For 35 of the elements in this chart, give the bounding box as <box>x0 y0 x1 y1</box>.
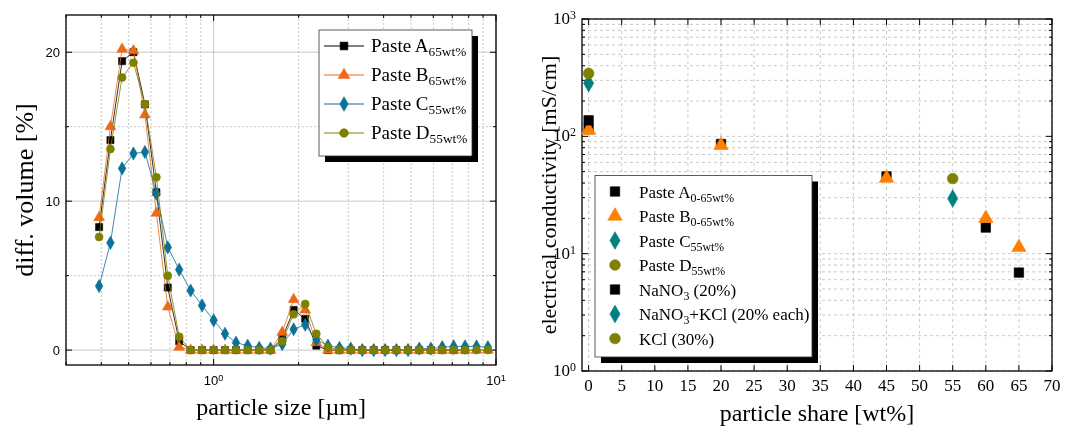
legend-label: KCl (30%) <box>639 329 715 349</box>
legend-label: Paste A$_{65wt%}$ <box>371 35 467 59</box>
x-tick-label: 30 <box>778 376 796 395</box>
x-tick-label: 25 <box>745 376 763 395</box>
x-tick-label: 70 <box>1043 376 1061 395</box>
y-tick-label: 0 <box>52 343 60 359</box>
x-tick-label: 45 <box>878 376 896 395</box>
legend-label: NaNO$_{3}$+KCl (20% each) <box>639 305 810 327</box>
legend-label: Paste D$_{55wt%}$ <box>371 122 468 146</box>
y-tick-label: 20 <box>45 45 60 61</box>
x-tick-label: 35 <box>811 376 829 395</box>
legend-label: NaNO$_{3}$ (20%) <box>639 280 737 303</box>
x-tick-label: 10 <box>646 376 664 395</box>
y-tick-label: 10 <box>45 194 60 210</box>
x-tick-label: 55 <box>944 376 962 395</box>
y-axis-title: diff. volume [%] <box>10 103 39 277</box>
x-tick-label: 20 <box>712 376 730 395</box>
y-tick-label: 10$^{3}$ <box>553 8 577 28</box>
x-tick-label: 10$^{1}$ <box>486 373 506 388</box>
legend-label: Paste B$_{65wt%}$ <box>371 64 467 88</box>
x-tick-label: 5 <box>617 376 626 395</box>
x-axis-title: particle size [µm] <box>196 394 366 420</box>
x-tick-label: 50 <box>911 376 929 395</box>
x-axis-title: particle share [wt%] <box>719 400 915 426</box>
x-tick-label: 65 <box>1010 376 1028 395</box>
legend-label: Paste A$_{0-65wt%}$ <box>639 182 735 205</box>
x-tick-label: 0 <box>584 376 593 395</box>
x-tick-label: 60 <box>977 376 995 395</box>
legend-label: Paste C$_{55wt%}$ <box>639 231 725 254</box>
x-tick-label: 10$^{0}$ <box>203 373 224 388</box>
x-tick-label: 15 <box>679 376 697 395</box>
legend-label: Paste B$_{0-65wt%}$ <box>639 207 735 229</box>
legend-label: Paste D$_{55wt%}$ <box>639 256 726 278</box>
x-tick-label: 40 <box>844 376 862 395</box>
legend-label: Paste C$_{55wt%}$ <box>371 93 467 117</box>
